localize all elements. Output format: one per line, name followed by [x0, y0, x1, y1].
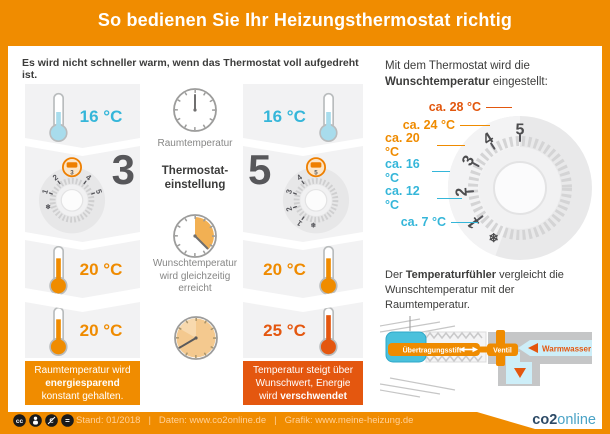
- warm-water-arrow-icon: [528, 343, 538, 353]
- svg-text:cc: cc: [16, 418, 24, 425]
- snowflake-icon: ❄: [45, 203, 51, 211]
- dial-label-7: ca. 7 °C: [385, 215, 478, 229]
- footer-stand: Stand: 01/2018: [76, 415, 141, 426]
- down-flow-arrow-icon: [514, 368, 526, 378]
- temp-final-a: 20 °C: [79, 321, 123, 340]
- panel-a-dial: 3 1 2 4 5 ❄ 3: [25, 146, 140, 242]
- dial-label-24: ca. 24 °C: [385, 118, 490, 132]
- thermometer-orange-icon: [48, 306, 68, 356]
- clock-start-icon: [173, 88, 217, 132]
- dial-label-20: ca. 20 °C: [385, 131, 465, 159]
- target-temp-label: Wunschtemperatur wird gleichzeitig errei…: [152, 258, 238, 294]
- panel-a-roomtemp: 16 °C: [25, 84, 140, 148]
- dial-setting-a: 3: [111, 146, 135, 193]
- transfer-pin-label: Übertragungsstift: [403, 346, 462, 355]
- sensor-text: Der Temperaturfühler vergleicht die Wuns…: [385, 269, 564, 311]
- panel-b-roomtemp: 16 °C: [243, 84, 363, 148]
- temp-reached-b: 20 °C: [263, 260, 306, 279]
- dial-a-num-4: 4: [84, 173, 93, 183]
- snowflake-icon: ❄: [311, 222, 317, 230]
- thermostat-dial-a: 1 2 4 5 ❄ 3: [29, 154, 115, 240]
- result-a-line1: Raumtemperatur wird: [34, 364, 131, 376]
- page-title: So bedienen Sie Ihr Heizungsthermostat r…: [97, 10, 513, 30]
- dial-b-num-3: 3: [284, 188, 294, 196]
- big-dial-num-2: 2: [453, 187, 471, 197]
- big-thermostat-dial: 5 4 3 2 1 ❄: [447, 115, 592, 260]
- result-a-bold: energiesparend: [45, 377, 120, 389]
- footer-daten: Daten: www.co2online.de: [158, 415, 267, 426]
- panel-a-temp-final: 20 °C: [25, 302, 140, 358]
- dial-b-selected: 5: [314, 170, 318, 177]
- by-icon: [29, 414, 42, 427]
- dial-label-16: ca. 16 °C: [385, 157, 450, 185]
- thermometer-blue-icon: [313, 91, 343, 143]
- temp-final-b: 25 °C: [263, 321, 306, 340]
- warm-water-label: Warmwasser: [542, 345, 591, 354]
- snowflake-icon: ❄: [489, 231, 499, 245]
- result-box-a: Raumtemperatur wird energiesparend konst…: [25, 361, 140, 405]
- thermometer-orange-icon: [313, 244, 343, 296]
- dial-a-num-1: 1: [40, 188, 50, 196]
- temp-reached-a: 20 °C: [79, 260, 123, 279]
- clock-partial-icon: [173, 214, 217, 258]
- dial-b-num-2: 2: [284, 205, 294, 213]
- dial-b-num-4: 4: [295, 172, 304, 182]
- dial-a-selected: 3: [70, 170, 74, 177]
- co2online-logo: co2online: [532, 412, 596, 428]
- thermometer-orange-icon: [43, 244, 73, 296]
- room-temp-b: 16 °C: [263, 107, 306, 126]
- result-b-line1: Temperatur steigt über: [252, 364, 354, 376]
- dial-label-12: ca. 12 °C: [385, 184, 462, 212]
- nc-icon: €: [45, 414, 58, 427]
- dial-label-28: ca. 28 °C: [385, 100, 512, 114]
- dial-a-num-5: 5: [94, 188, 104, 196]
- result-b-line2: Wunschwert, Energie: [255, 377, 351, 389]
- left-headline: Es wird nicht schneller warm, wenn das T…: [22, 57, 359, 81]
- dial-setting-b: 5: [248, 146, 272, 193]
- result-b-line3: wird verschwendet: [259, 390, 347, 402]
- dial-b-num-1: 1: [295, 218, 304, 228]
- result-box-b: Temperatur steigt über Wunschwert, Energ…: [243, 361, 363, 405]
- thermometer-blue-icon: [43, 91, 73, 143]
- big-dial-num-5: 5: [516, 122, 525, 139]
- dial-a-num-2: 2: [51, 172, 60, 182]
- thermometer-red-icon: [319, 306, 338, 356]
- valve-diagram: Übertragungsstift Ventil Warmwasser: [380, 316, 592, 398]
- room-temp-a: 16 °C: [79, 107, 123, 126]
- thermostat-dial-b: 4 3 2 1 ❄ 5: [273, 154, 359, 240]
- transfer-pin: [388, 343, 480, 356]
- panel-b-dial: 5 4 3 2 1 ❄ 5: [243, 146, 363, 242]
- footer-credits: Stand: 01/2018 | Daten: www.co2online.de…: [76, 415, 414, 426]
- thermostat-setting-label: Thermostat- einstellung: [161, 165, 229, 192]
- right-intro-text: Mit dem Thermostat wird die Wunschtemper…: [385, 60, 548, 88]
- room-temp-label: Raumtemperatur: [157, 138, 233, 149]
- svg-text:=: =: [65, 416, 70, 425]
- cc-icon: cc: [13, 414, 26, 427]
- footer-grafik: Grafik: www.meine-heizung.de: [284, 415, 414, 426]
- clock-full-icon: [174, 316, 218, 360]
- valve-label: Ventil: [493, 348, 512, 355]
- footer-logo-area: co2online: [477, 412, 602, 429]
- nd-icon: =: [61, 414, 74, 427]
- cc-license-badges: cc € =: [13, 414, 74, 427]
- result-a-line3: konstant gehalten.: [41, 390, 124, 402]
